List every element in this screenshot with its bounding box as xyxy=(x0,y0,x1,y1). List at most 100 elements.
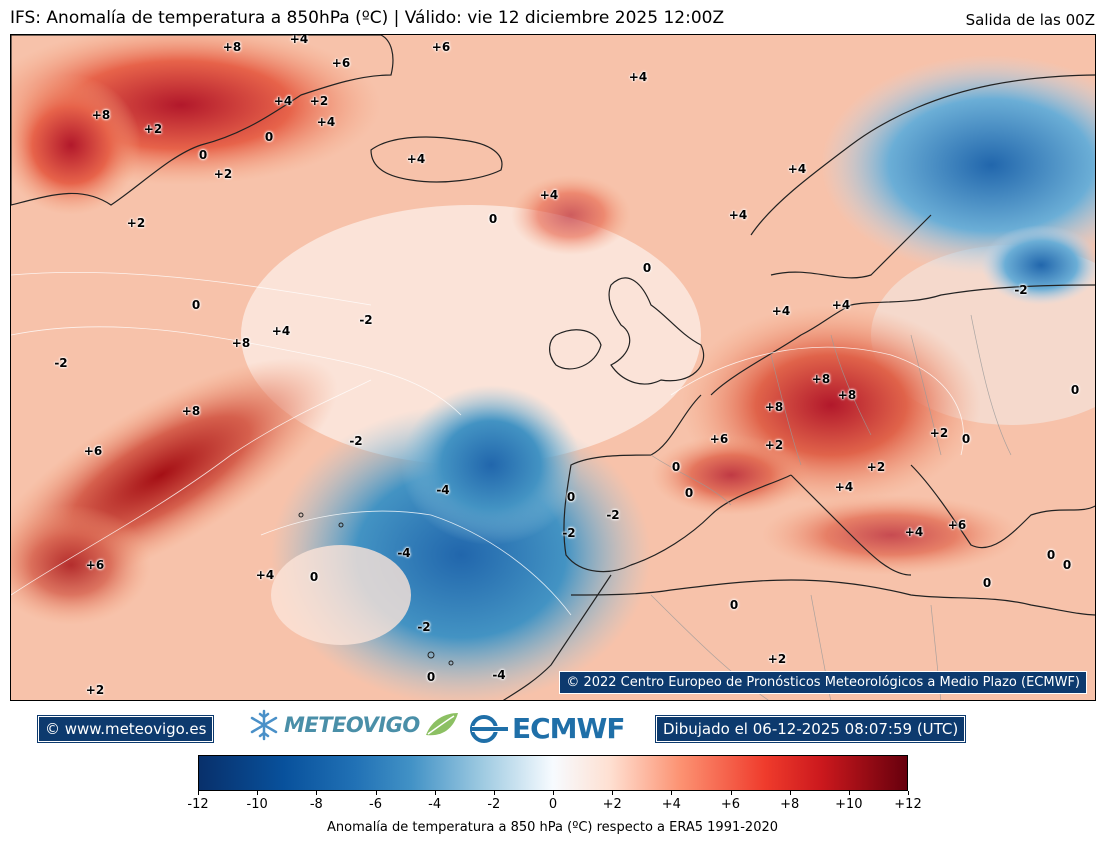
contour-label: +4 xyxy=(771,304,791,318)
colorbar-tick-mark xyxy=(671,791,673,795)
contour-label: 0 xyxy=(982,576,992,590)
colorbar-tick-mark xyxy=(493,791,495,795)
contour-label: +2 xyxy=(309,94,329,108)
contour-label: +4 xyxy=(316,115,336,129)
contour-label: 0 xyxy=(1062,558,1072,572)
contour-label: +4 xyxy=(904,525,924,539)
colorbar-tick-label: +8 xyxy=(780,797,800,812)
contour-label: +4 xyxy=(539,188,559,202)
map-canvas xyxy=(11,35,1095,700)
contour-label: 0 xyxy=(264,130,274,144)
contour-label: 0 xyxy=(1070,383,1080,397)
colorbar-tick-label: +10 xyxy=(835,797,863,812)
contour-label: 0 xyxy=(684,486,694,500)
colorbar-tick-mark xyxy=(553,791,554,795)
contour-label: +8 xyxy=(181,404,201,418)
colorbar-tick-mark xyxy=(375,791,377,795)
colorbar-tick-mark xyxy=(908,791,909,795)
contour-label: 0 xyxy=(198,148,208,162)
colorbar-tick-label: -6 xyxy=(369,797,382,812)
ecmwf-logo: ECMWF xyxy=(470,712,626,745)
contour-label: +4 xyxy=(831,298,851,312)
contour-label: -4 xyxy=(436,483,450,497)
contour-label: -2 xyxy=(54,356,68,370)
contour-label: +4 xyxy=(406,152,426,166)
contour-label: +4 xyxy=(255,568,275,582)
meteovigo-brand: METEOVIGO xyxy=(284,713,420,737)
colorbar-tick-mark xyxy=(316,791,318,795)
contour-label: +4 xyxy=(271,324,291,338)
contour-label: -2 xyxy=(359,313,373,327)
contour-label: +6 xyxy=(709,432,729,446)
ecmwf-mark-icon xyxy=(470,714,508,743)
colorbar-tick-label: +4 xyxy=(661,797,681,812)
colorbar-tick-mark xyxy=(198,791,199,795)
contour-label: 0 xyxy=(671,460,681,474)
contour-label: +6 xyxy=(331,56,351,70)
contour-label: +6 xyxy=(85,558,105,572)
meteovigo-logo: METEOVIGO xyxy=(248,705,460,745)
contour-label: +4 xyxy=(628,70,648,84)
contour-label: +2 xyxy=(213,167,233,181)
colorbar-tick-mark xyxy=(612,791,614,795)
contour-label: -2 xyxy=(349,434,363,448)
contour-label: -2 xyxy=(606,508,620,522)
contour-label: -2 xyxy=(1014,283,1028,297)
anomaly-map[interactable]: +8 +4 +6 +6 +4 +8 +2 +4 +2 0 0 +4 +2 +2 … xyxy=(10,34,1096,701)
colorbar-tick-label: +2 xyxy=(602,797,622,812)
contour-label: +4 xyxy=(273,94,293,108)
contour-label: -2 xyxy=(417,620,431,634)
colorbar-tick-mark xyxy=(257,791,259,795)
colorbar-tick-mark xyxy=(848,791,850,795)
contour-label: +8 xyxy=(837,388,857,402)
site-link[interactable]: © www.meteovigo.es xyxy=(36,715,215,743)
colorbar-tick-label: -2 xyxy=(487,797,501,812)
contour-label: +2 xyxy=(764,438,784,452)
contour-label: 0 xyxy=(961,432,971,446)
colorbar-tick-mark xyxy=(789,791,791,795)
contour-label: +8 xyxy=(231,336,251,350)
colorbar-tick-label: -12 xyxy=(187,797,209,812)
ecmwf-copyright: © 2022 Centro Europeo de Pronósticos Met… xyxy=(559,671,1087,694)
contour-label: +4 xyxy=(787,162,807,176)
snowflake-icon xyxy=(250,709,278,741)
contour-label: +8 xyxy=(222,40,242,54)
contour-label: +2 xyxy=(929,426,949,440)
contour-label: 0 xyxy=(729,598,739,612)
contour-label: +8 xyxy=(811,372,831,386)
drawn-timestamp: Dibujado el 06-12-2025 08:07:59 (UTC) xyxy=(654,715,967,743)
colorbar-tick-label: -10 xyxy=(246,797,268,812)
contour-label: +4 xyxy=(289,34,309,46)
contour-label: +4 xyxy=(834,480,854,494)
colorbar-label: Anomalía de temperatura a 850 hPa (ºC) r… xyxy=(326,820,779,835)
contour-label: 0 xyxy=(426,670,436,684)
colorbar-tick-label: 0 xyxy=(548,797,558,812)
ecmwf-brand: ECMWF xyxy=(512,712,626,745)
contour-label: 0 xyxy=(566,490,576,504)
colorbar-tick-label: -4 xyxy=(428,797,442,812)
contour-label: +8 xyxy=(91,108,111,122)
colorbar-tick-label: +6 xyxy=(720,797,741,812)
contour-label: +6 xyxy=(431,40,451,54)
contour-label: 0 xyxy=(642,261,652,275)
contour-label: 0 xyxy=(1046,548,1056,562)
colorbar-tick-mark xyxy=(730,791,732,795)
contour-label: +2 xyxy=(866,460,886,474)
contour-label: 0 xyxy=(488,212,498,226)
run-time: Salida de las 00Z xyxy=(965,11,1095,29)
contour-label: +6 xyxy=(83,444,103,458)
contour-label: 0 xyxy=(191,298,201,312)
contour-label: +2 xyxy=(85,683,105,697)
colorbar-tick-label: -8 xyxy=(309,797,323,812)
contour-label: +2 xyxy=(767,652,787,666)
contour-label: +8 xyxy=(764,400,784,414)
map-title: IFS: Anomalía de temperatura a 850hPa (º… xyxy=(10,8,725,28)
colorbar-tick-mark xyxy=(434,791,436,795)
colorbar-tick-label: +12 xyxy=(894,797,922,812)
contour-label: +4 xyxy=(728,208,748,222)
contour-label: +2 xyxy=(143,122,163,136)
contour-label: +6 xyxy=(947,518,967,532)
contour-label: -2 xyxy=(562,526,576,540)
contour-label: -4 xyxy=(397,546,411,560)
leaf-icon xyxy=(425,713,458,736)
